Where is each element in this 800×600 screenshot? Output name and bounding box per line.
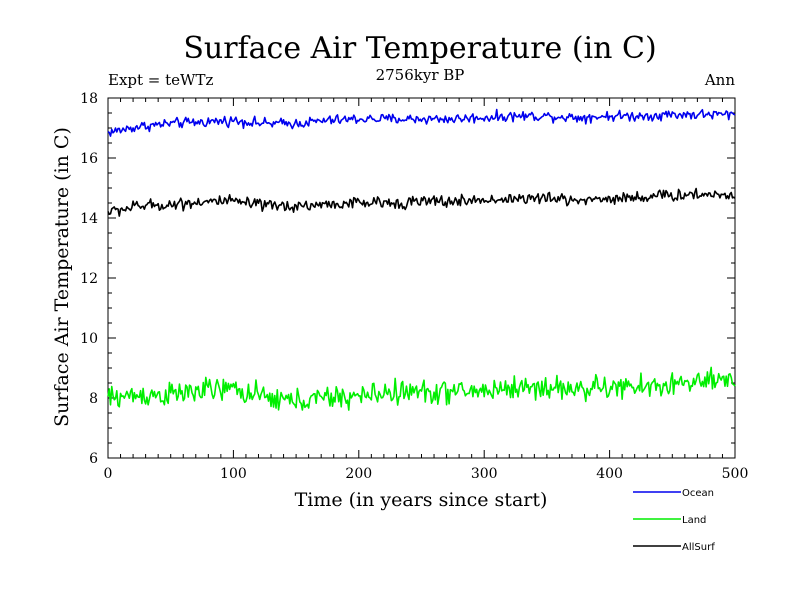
x-tick-label: 300	[471, 466, 498, 482]
season-label: Ann	[704, 71, 735, 89]
y-tick-label: 12	[80, 271, 98, 287]
y-tick-label: 16	[80, 151, 98, 167]
legend: Ocean Land AllSurf	[633, 488, 715, 553]
chart-title: Surface Air Temperature (in C)	[183, 31, 656, 66]
series-line-land	[107, 366, 736, 411]
x-tick-label: 0	[104, 466, 113, 482]
y-tick-label: 18	[80, 91, 98, 107]
y-tick-label: 6	[89, 451, 98, 467]
x-tick-label: 500	[722, 466, 749, 482]
x-tick-label: 200	[345, 466, 372, 482]
series-group	[107, 108, 736, 411]
y-tick-label: 10	[80, 331, 98, 347]
legend-label-land: Land	[682, 515, 706, 526]
series-line-ocean	[107, 108, 736, 137]
y-tick-label: 14	[80, 211, 98, 227]
chart-subtitle: 2756kyr BP	[376, 66, 465, 84]
series-line-allsurf	[107, 187, 736, 217]
experiment-label: Expt = teWTz	[108, 71, 213, 89]
x-tick-label: 400	[596, 466, 623, 482]
plot-frame	[107, 97, 736, 459]
legend-label-allsurf: AllSurf	[682, 542, 715, 553]
y-axis-label: Surface Air Temperature (in C)	[51, 127, 73, 427]
x-axis-label: Time (in years since start)	[295, 489, 548, 511]
x-tick-label: 100	[220, 466, 247, 482]
axis-ticks: 0 100 200 300 400 500 6 8 10 12 14 16 18	[80, 91, 748, 482]
y-tick-label: 8	[89, 391, 98, 407]
legend-label-ocean: Ocean	[682, 488, 714, 499]
